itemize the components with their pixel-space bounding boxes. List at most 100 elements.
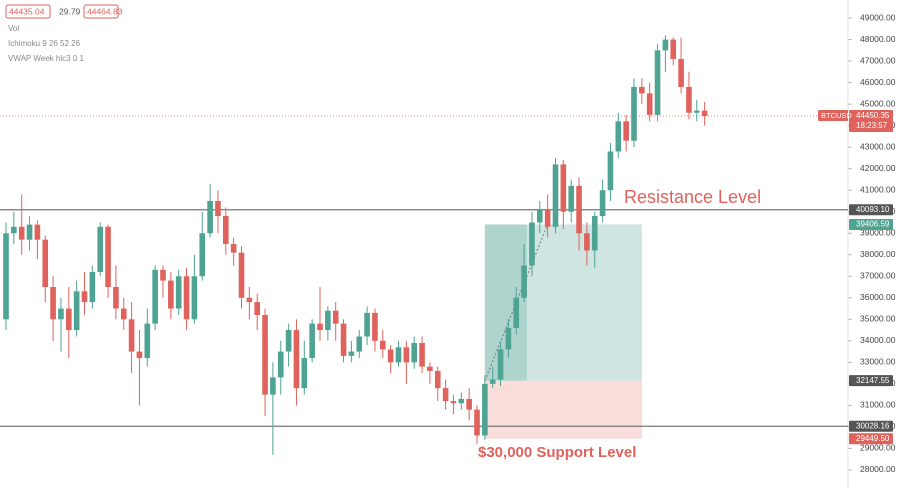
candle-body [458,398,465,404]
candle-body [505,327,512,350]
y-tick-label: 36000.00 [860,292,896,302]
candle-body [175,276,182,309]
legend-value: 44464.83 [87,6,123,16]
price-tag [849,218,893,230]
legend-value: 29.79 [59,6,81,16]
candle-body [277,351,284,378]
candle-body [26,224,33,240]
y-tick-label: 39000.00 [860,227,896,237]
candle-body [66,308,72,331]
candle-body [537,209,543,223]
candle-body [521,265,527,298]
candle-body [646,93,653,115]
candle-body [246,297,253,303]
y-tick-label: 41000.00 [860,184,896,194]
candle-body [387,349,394,363]
y-tick-label: 45000.00 [860,98,896,108]
candle-body [254,302,260,316]
candle-body [42,239,49,288]
price-tag [849,375,893,387]
candle-body [136,351,143,359]
candle-body [694,110,700,113]
candle-body [270,377,276,395]
price-tag-label: 40093.10 [856,205,890,214]
candle-body [230,244,237,253]
candle-body [411,342,417,363]
candle-body [372,312,378,341]
candle-body [701,110,708,116]
candle-body [482,383,488,436]
candle-body [340,323,347,356]
candle-body [18,226,25,240]
symbol-tag [818,109,848,121]
candle-body [183,276,190,320]
candle-body [58,308,64,320]
y-tick-label: 47000.00 [860,55,896,65]
legend-value: 44435.04 [9,6,45,16]
candle-body [199,233,206,277]
candle-body [560,164,567,212]
candle-body [144,323,151,359]
y-tick-label: 33000.00 [860,357,896,367]
candle-body [356,336,363,352]
candle-body [599,190,606,217]
price-tag-label: 30028.16 [856,421,890,430]
candle-body [615,121,622,152]
symbol: BTCUSD [821,111,852,120]
candle-body [584,233,590,251]
candle-body [403,347,410,363]
countdown: 18:23:57 [856,121,888,130]
candle-body [529,222,535,266]
candle-body [301,358,308,389]
price-tag [849,109,893,132]
candle-body [631,86,637,141]
candle-body [168,280,174,309]
candle-body [450,401,457,404]
candle-body [662,39,669,51]
candle-body [348,351,355,356]
candle-body [623,121,629,141]
stop-zone [484,380,642,439]
y-tick-label: 48000.00 [860,34,896,44]
candle-body [97,226,103,272]
candle-body [207,200,213,234]
price-tag-label: 44450.35 [856,111,890,120]
candle-body [427,366,433,371]
indicator-label: Vol [8,24,19,33]
candle-body [152,269,158,324]
candle-body [73,291,80,331]
candle-body [262,315,268,395]
candle-body [466,398,472,410]
candle-body [489,379,496,384]
legend-box [83,4,119,19]
candle-body [332,310,339,324]
y-tick-label: 38000.00 [860,249,896,259]
candle-body [380,340,386,350]
y-tick-label: 28000.00 [860,464,896,474]
candle-body [607,151,614,191]
candle-body [686,86,692,113]
legend-box [5,4,51,19]
y-tick-label: 46000.00 [860,77,896,87]
y-tick-label: 43000.00 [860,141,896,151]
price-tag [849,420,893,432]
candle-body [576,185,582,234]
candle-body [552,164,559,227]
candle-body [223,216,229,244]
candle-body [395,347,402,363]
candle-body [317,323,323,331]
candle-body [11,226,17,234]
progress-zone [484,224,527,381]
candle-body [325,310,331,331]
annotation: Resistance Level [624,187,761,207]
candle-body [120,308,127,320]
candle-body [591,216,598,251]
candle-body [89,271,96,303]
candle-body [670,39,677,59]
candle-body [105,226,111,288]
price-tag-label: 39406.59 [856,220,890,229]
candle-body [160,269,166,281]
y-tick-label: 31000.00 [860,400,896,410]
